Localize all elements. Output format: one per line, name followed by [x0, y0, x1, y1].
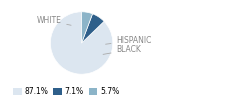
Text: HISPANIC: HISPANIC — [106, 36, 152, 45]
Text: WHITE: WHITE — [36, 16, 71, 25]
Wedge shape — [50, 12, 113, 74]
Legend: 87.1%, 7.1%, 5.7%: 87.1%, 7.1%, 5.7% — [13, 87, 119, 96]
Text: BLACK: BLACK — [103, 45, 141, 54]
Wedge shape — [82, 14, 104, 43]
Wedge shape — [82, 12, 93, 43]
